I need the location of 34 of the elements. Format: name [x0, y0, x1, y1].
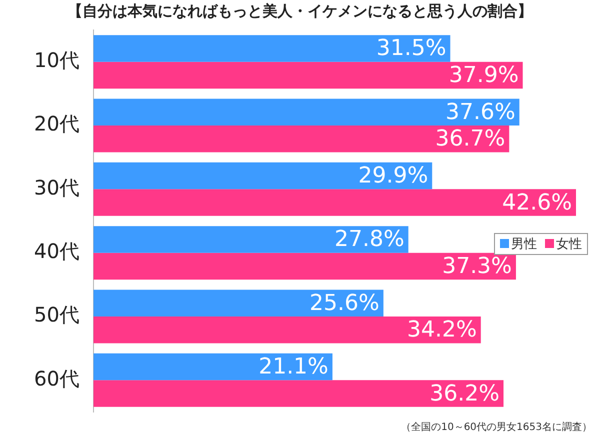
data-label: 27.8% — [334, 227, 404, 252]
legend-label: 男性 — [510, 236, 537, 253]
y-tick-label: 30代 — [34, 175, 80, 200]
bar — [93, 126, 510, 152]
bar — [93, 162, 432, 190]
y-tick-label: 40代 — [34, 239, 80, 264]
data-label: 42.6% — [502, 190, 572, 216]
bar — [93, 252, 516, 280]
data-label: 34.2% — [406, 318, 477, 343]
data-label: 31.5% — [376, 36, 446, 62]
bar — [93, 35, 450, 62]
bar — [93, 226, 408, 253]
legend-label: 女性 — [555, 236, 582, 253]
y-tick-label: 20代 — [34, 112, 80, 136]
data-label: 37.6% — [445, 100, 516, 125]
bar — [93, 316, 481, 344]
data-label: 37.3% — [442, 254, 512, 279]
data-label: 36.7% — [435, 126, 506, 152]
bar — [93, 189, 576, 216]
bar — [93, 98, 520, 126]
bar — [93, 62, 523, 89]
y-tick-label: 10代 — [34, 48, 80, 72]
data-label: 21.1% — [258, 354, 328, 380]
bar — [93, 290, 384, 316]
y-tick-label: 60代 — [34, 366, 80, 390]
bar — [93, 353, 332, 380]
data-label: 25.6% — [310, 290, 380, 316]
data-label: 36.2% — [430, 381, 500, 406]
data-label: 37.9% — [448, 62, 519, 88]
y-tick-label: 50代 — [34, 302, 80, 327]
chart-title: 【自分は本気になればもっと美人・イケメンになると思う人の割合】 — [66, 2, 534, 21]
data-label: 29.9% — [358, 164, 428, 189]
text: （全国の10～60代の男女1653名に調査） — [401, 420, 592, 434]
bar — [93, 380, 504, 407]
